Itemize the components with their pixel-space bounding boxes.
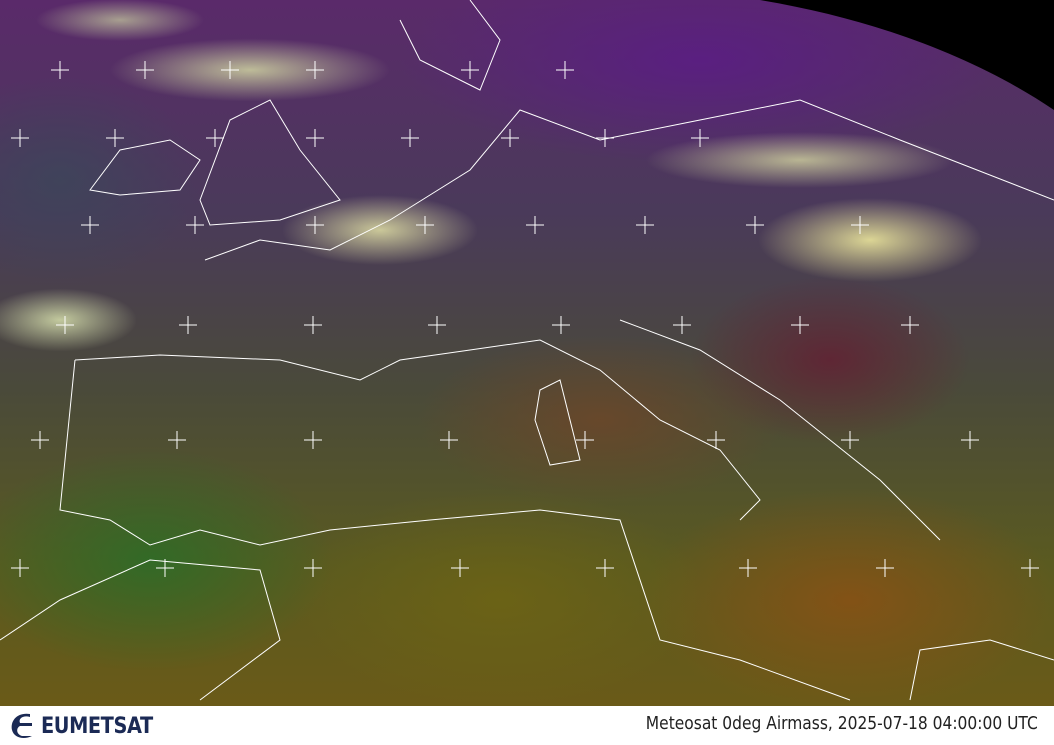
grid-cross [156, 559, 174, 577]
grid-cross [11, 559, 29, 577]
grid-cross [304, 316, 322, 334]
grid-cross [961, 431, 979, 449]
grid-cross [673, 316, 691, 334]
footer-bar: EUMETSAT Meteosat 0deg Airmass, 2025-07-… [0, 706, 1054, 745]
grid-cross [440, 431, 458, 449]
grid-cross [791, 316, 809, 334]
grid-cross [186, 216, 204, 234]
grid-cross [306, 61, 324, 79]
grid-cross [739, 559, 757, 577]
grid-cross [552, 316, 570, 334]
grid-cross [304, 431, 322, 449]
grid-cross [306, 216, 324, 234]
grid-cross [636, 216, 654, 234]
grid-cross [31, 431, 49, 449]
grid-cross [51, 61, 69, 79]
space-region [760, 0, 1054, 110]
grid-cross [428, 316, 446, 334]
grid-cross [556, 61, 574, 79]
grid-cross [691, 129, 709, 147]
grid-cross [451, 559, 469, 577]
grid-cross [851, 216, 869, 234]
grid-cross [501, 129, 519, 147]
grid-cross [136, 61, 154, 79]
eumetsat-logo: EUMETSAT [8, 712, 168, 740]
grid-cross [168, 431, 186, 449]
grid-cross [11, 129, 29, 147]
grid-cross [179, 316, 197, 334]
grid-cross [416, 216, 434, 234]
grid-cross [596, 559, 614, 577]
grid-cross [401, 129, 419, 147]
grid-cross [221, 61, 239, 79]
grid-cross [876, 559, 894, 577]
grid-cross [106, 129, 124, 147]
grid-cross [304, 559, 322, 577]
grid-cross [707, 431, 725, 449]
grid-cross [526, 216, 544, 234]
grid-cross [1021, 559, 1039, 577]
grid-cross [576, 431, 594, 449]
grid-cross [901, 316, 919, 334]
coastlines [0, 0, 1054, 700]
grid-crosses [11, 61, 1039, 577]
image-caption: Meteosat 0deg Airmass, 2025-07-18 04:00:… [646, 713, 1038, 734]
grid-cross [596, 129, 614, 147]
grid-cross [746, 216, 764, 234]
grid-cross [56, 316, 74, 334]
map-overlay [0, 0, 1054, 700]
grid-cross [81, 216, 99, 234]
grid-cross [461, 61, 479, 79]
grid-cross [206, 129, 224, 147]
eumetsat-globe-icon [11, 713, 32, 738]
grid-cross [306, 129, 324, 147]
grid-cross [841, 431, 859, 449]
satellite-image [0, 0, 1054, 706]
